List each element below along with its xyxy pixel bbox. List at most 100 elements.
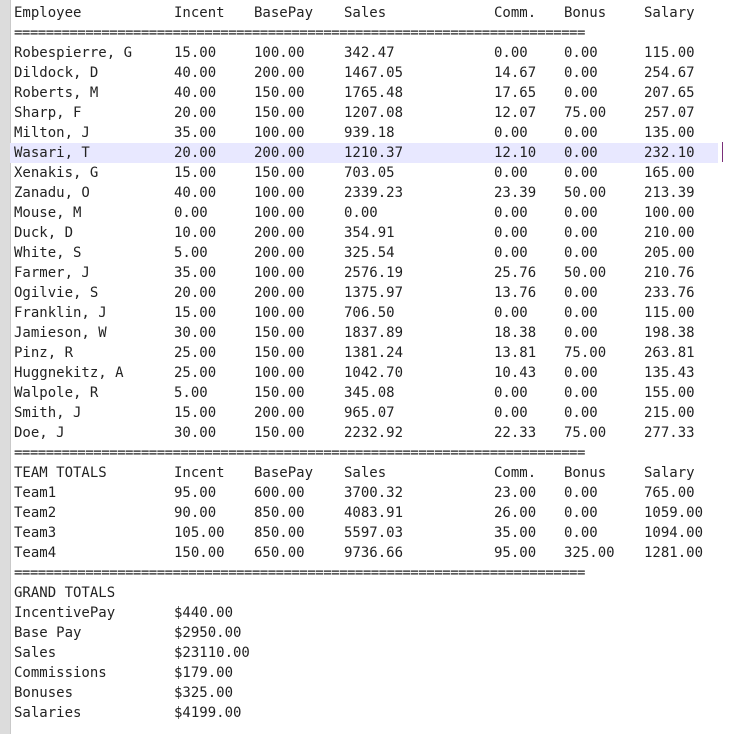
cell-bonus: 50.00 [564, 185, 607, 201]
cell-salary: 210.00 [644, 225, 695, 241]
cell-salary: 277.33 [644, 425, 695, 441]
cell-comm: 10.43 [494, 365, 537, 381]
team-incent: 90.00 [174, 505, 217, 521]
cell-incent: 5.00 [174, 385, 208, 401]
cell-basepay: 150.00 [254, 325, 305, 341]
cell-basepay: 200.00 [254, 145, 305, 161]
cell-bonus: 0.00 [564, 365, 598, 381]
cell-comm: 0.00 [494, 305, 528, 321]
rule-text: ========================================… [14, 25, 585, 41]
grand-total-row: Sales $23110.00 [14, 643, 755, 663]
team-bonus: 0.00 [564, 525, 598, 541]
table-row: Doe, J 30.00 150.00 2232.92 22.33 75.00 … [14, 423, 755, 443]
rule-text: ========================================… [14, 445, 585, 461]
grand-total-row: Bonuses $325.00 [14, 683, 755, 703]
cell-incent: 40.00 [174, 85, 217, 101]
team-salary: 1094.00 [644, 525, 704, 541]
team-comm: 95.00 [494, 545, 537, 561]
cell-basepay: 200.00 [254, 405, 305, 421]
cell-sales: 325.54 [344, 245, 395, 261]
cell-sales: 706.50 [344, 305, 395, 321]
cell-bonus: 0.00 [564, 305, 598, 321]
grand-total-label: Base Pay [14, 625, 82, 641]
table-row: Sharp, F 20.00 150.00 1207.08 12.07 75.0… [14, 103, 755, 123]
cell-sales: 345.08 [344, 385, 395, 401]
cell-sales: 1207.08 [344, 105, 404, 121]
header-salary: Salary [644, 465, 695, 481]
cell-name: Farmer, J [14, 265, 90, 281]
cell-bonus: 0.00 [564, 385, 598, 401]
cell-bonus: 0.00 [564, 45, 598, 61]
table-row: Franklin, J 15.00 100.00 706.50 0.00 0.0… [14, 303, 755, 323]
divider-rule: ========================================… [14, 23, 755, 43]
cell-salary: 165.00 [644, 165, 695, 181]
cell-basepay: 100.00 [254, 265, 305, 281]
table-row: Mouse, M 0.00 100.00 0.00 0.00 0.00 100.… [14, 203, 755, 223]
team-comm: 35.00 [494, 525, 537, 541]
cell-salary: 263.81 [644, 345, 695, 361]
cell-comm: 0.00 [494, 225, 528, 241]
grand-total-value: $23110.00 [174, 645, 250, 661]
cell-name: Pinz, R [14, 345, 74, 361]
cell-comm: 17.65 [494, 85, 537, 101]
team-bonus: 325.00 [564, 545, 615, 561]
cell-salary: 233.76 [644, 285, 695, 301]
team-basepay: 850.00 [254, 505, 305, 521]
team-salary: 1281.00 [644, 545, 704, 561]
cell-name: Huggnekitz, A [14, 365, 124, 381]
grand-totals-title: GRAND TOTALS [14, 583, 755, 603]
cell-salary: 205.00 [644, 245, 695, 261]
cell-bonus: 0.00 [564, 245, 598, 261]
cell-sales: 1467.05 [344, 65, 404, 81]
cell-salary: 135.00 [644, 125, 695, 141]
cell-comm: 0.00 [494, 205, 528, 221]
header-bonus: Bonus [564, 465, 607, 481]
cell-basepay: 150.00 [254, 105, 305, 121]
grand-total-label: Sales [14, 645, 57, 661]
cell-bonus: 0.00 [564, 165, 598, 181]
team-sales: 5597.03 [344, 525, 404, 541]
cell-comm: 25.76 [494, 265, 537, 281]
cell-name: Xenakis, G [14, 165, 99, 181]
team-incent: 95.00 [174, 485, 217, 501]
cell-incent: 30.00 [174, 325, 217, 341]
cell-sales: 703.05 [344, 165, 395, 181]
cell-salary: 115.00 [644, 45, 695, 61]
table-row: Walpole, R 5.00 150.00 345.08 0.00 0.00 … [14, 383, 755, 403]
cell-salary: 215.00 [644, 405, 695, 421]
cell-sales: 939.18 [344, 125, 395, 141]
cell-salary: 210.76 [644, 265, 695, 281]
cell-salary: 207.65 [644, 85, 695, 101]
cell-basepay: 200.00 [254, 225, 305, 241]
table-row: Dildock, D 40.00 200.00 1467.05 14.67 0.… [14, 63, 755, 83]
cell-name: Jamieson, W [14, 325, 107, 341]
cell-incent: 10.00 [174, 225, 217, 241]
cell-name: White, S [14, 245, 82, 261]
cell-incent: 25.00 [174, 345, 217, 361]
cell-basepay: 200.00 [254, 245, 305, 261]
grand-total-value: $4199.00 [174, 705, 242, 721]
cell-basepay: 200.00 [254, 65, 305, 81]
cell-bonus: 0.00 [564, 225, 598, 241]
cell-sales: 0.00 [344, 205, 378, 221]
document-text[interactable]: Employee Incent BasePay Sales Comm. Bonu… [10, 3, 755, 723]
table-row: Roberts, M 40.00 150.00 1765.48 17.65 0.… [14, 83, 755, 103]
cell-incent: 15.00 [174, 405, 217, 421]
team-incent: 150.00 [174, 545, 225, 561]
cell-comm: 23.39 [494, 185, 537, 201]
grand-total-value: $325.00 [174, 685, 234, 701]
cell-comm: 13.76 [494, 285, 537, 301]
table-row: White, S 5.00 200.00 325.54 0.00 0.00 20… [14, 243, 755, 263]
cell-name: Smith, J [14, 405, 82, 421]
grand-total-label: Commissions [14, 665, 107, 681]
current-line: Wasari, T 20.00 200.00 1210.37 12.10 0.0… [10, 143, 718, 163]
cell-basepay: 200.00 [254, 285, 305, 301]
cell-comm: 0.00 [494, 405, 528, 421]
cell-name: Zanadu, O [14, 185, 90, 201]
cell-comm: 18.38 [494, 325, 537, 341]
header-comm: Comm. [494, 5, 537, 21]
cell-basepay: 150.00 [254, 165, 305, 181]
team-comm: 23.00 [494, 485, 537, 501]
table-row: Ogilvie, S 20.00 200.00 1375.97 13.76 0.… [14, 283, 755, 303]
